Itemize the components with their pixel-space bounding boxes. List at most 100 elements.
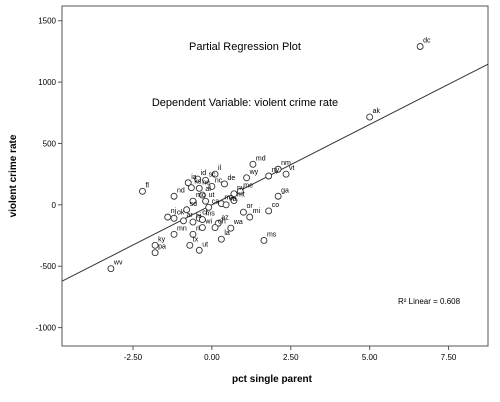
point-label: wa [233, 219, 243, 226]
point-label: hi [196, 213, 202, 220]
point-label: ia [191, 174, 197, 181]
point-label: id [201, 170, 207, 177]
data-point [211, 224, 219, 232]
point-label: ca [212, 198, 220, 205]
data-point [265, 172, 273, 180]
chart-title: Partial Regression Plot [189, 41, 301, 53]
y-tick-label: 0 [52, 201, 57, 210]
data-point [208, 182, 216, 190]
data-point [183, 206, 191, 214]
point-label: pa [158, 244, 166, 251]
point-label: ms [267, 231, 277, 238]
data-point [198, 191, 206, 199]
point-label: dc [423, 38, 431, 45]
y-axis: -1000 -500 0 500 1000 1500 [36, 17, 62, 333]
point-label: tx [193, 236, 199, 243]
point-label: ne [202, 179, 210, 186]
point-label: ar [186, 212, 193, 219]
data-points [107, 43, 424, 273]
data-point [151, 241, 159, 249]
data-point [249, 160, 257, 168]
y-tick-label: 1500 [38, 17, 56, 26]
data-point [170, 230, 178, 238]
y-tick-label: 500 [43, 139, 57, 148]
point-label: ri [196, 225, 200, 232]
point-label: de [228, 175, 236, 182]
point-label: ct [202, 209, 208, 216]
data-point [195, 246, 203, 254]
point-label: mi [253, 208, 261, 215]
point-label: sd [190, 201, 198, 208]
point-label: md [256, 155, 266, 162]
point-label: fl [145, 182, 149, 189]
point-label: oh [218, 219, 226, 226]
point-label: va [229, 196, 237, 203]
point-label: wy [249, 169, 259, 176]
point-label: ks [194, 179, 202, 186]
data-point [151, 249, 159, 257]
point-label: vt [289, 165, 295, 172]
data-point [246, 213, 254, 221]
point-label: nc [215, 177, 223, 184]
data-point [230, 190, 238, 198]
data-point [274, 192, 282, 200]
data-point [416, 43, 424, 50]
point-label: ut [209, 192, 215, 199]
data-point [243, 174, 251, 182]
data-point [107, 265, 115, 273]
point-label: ma [224, 195, 234, 202]
data-point [187, 184, 195, 192]
point-label: me [243, 182, 253, 189]
data-point [282, 170, 290, 178]
point-label: az [221, 214, 229, 221]
data-point [205, 203, 213, 211]
data-point [236, 187, 244, 195]
x-tick-label: 5.00 [362, 353, 378, 362]
data-point [222, 201, 230, 209]
x-tick-label: 7.50 [441, 353, 457, 362]
data-point [260, 236, 268, 244]
data-point [186, 241, 194, 249]
x-tick-label: -2.50 [124, 353, 143, 362]
point-label: mn [177, 225, 187, 232]
point-label: co [272, 202, 280, 209]
point-label: la [224, 230, 230, 237]
data-point [195, 184, 203, 192]
point-label: or [246, 203, 253, 210]
data-point [202, 197, 210, 205]
data-point [265, 207, 273, 215]
chart-subtitle: Dependent Variable: violent crime rate [152, 97, 338, 109]
data-point [170, 192, 178, 200]
x-tick-label: 2.50 [283, 353, 299, 362]
point-label: ok [177, 209, 185, 216]
point-label: ga [281, 187, 289, 194]
data-point [198, 224, 206, 232]
y-axis-title: violent crime rate [8, 134, 19, 217]
data-point [202, 176, 210, 184]
plot-area [61, 5, 489, 347]
data-point [211, 170, 219, 178]
y-tick-label: 1000 [38, 78, 56, 87]
point-label: nv [237, 185, 245, 192]
y-tick-label: -1000 [36, 324, 57, 333]
x-axis-title: pct single parent [232, 374, 313, 385]
data-point [194, 175, 202, 183]
y-tick-label: -500 [40, 262, 57, 271]
data-point [230, 197, 238, 204]
point-label: nm [281, 160, 291, 167]
point-label: ny [272, 167, 280, 174]
data-point [180, 217, 187, 225]
point-label: ut [202, 241, 208, 248]
point-label: wi [204, 219, 212, 226]
r2-label: R² Linear = 0.608 [398, 297, 461, 306]
data-point [189, 197, 197, 205]
data-point [189, 218, 197, 226]
point-label: sc [209, 171, 217, 178]
data-point [274, 165, 282, 173]
point-label: il [218, 165, 222, 172]
point-label: ak [373, 108, 381, 115]
data-point [189, 230, 197, 238]
data-point [184, 179, 192, 187]
data-point [164, 213, 172, 221]
